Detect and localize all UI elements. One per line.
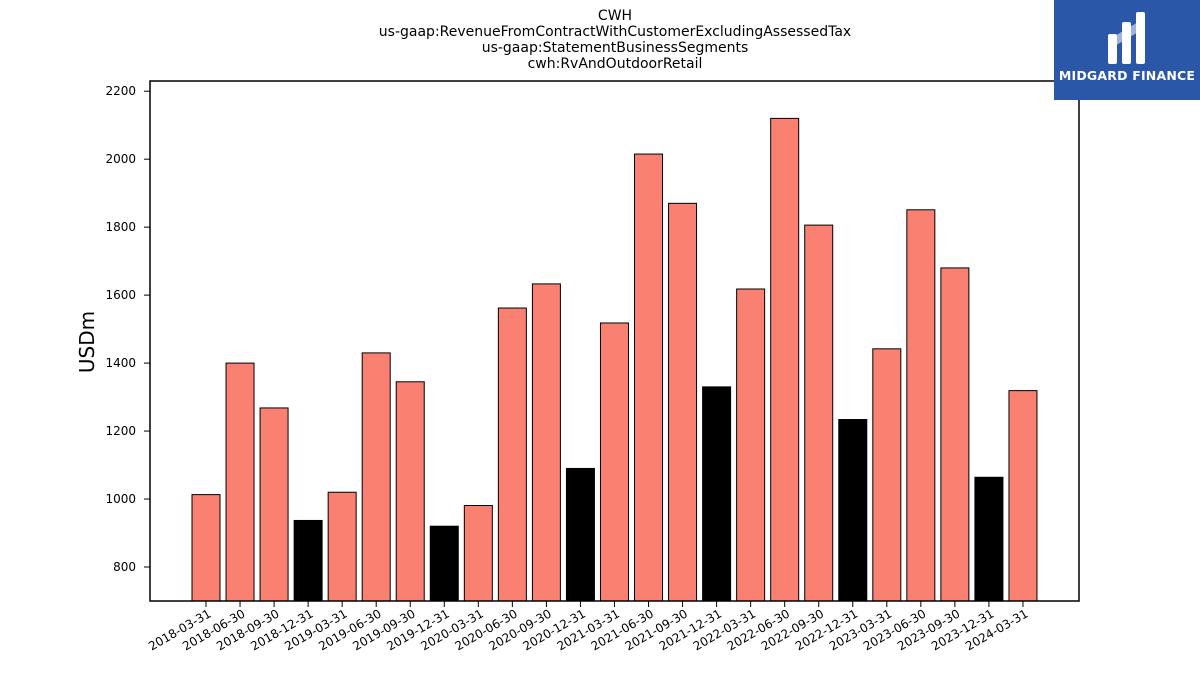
bars-group — [191, 117, 1038, 602]
y-tick-label-800: 800 — [113, 560, 136, 574]
bar-2020-06-30 — [497, 307, 527, 602]
bar-2021-03-31 — [599, 322, 629, 602]
bar-2022-06-30 — [770, 117, 800, 602]
x-axis-ticks: 2018-03-312018-06-302018-09-302018-12-31… — [146, 601, 1030, 653]
bar-2019-03-31 — [327, 491, 357, 602]
bar-2019-06-30 — [361, 352, 391, 602]
bar-2020-12-31 — [565, 467, 595, 602]
bar-2024-03-31 — [1008, 390, 1038, 602]
bar-2023-09-30 — [940, 267, 970, 602]
bar-2019-12-31 — [429, 525, 459, 602]
y-tick-label-2200: 2200 — [105, 84, 136, 98]
y-tick-label-1400: 1400 — [105, 356, 136, 370]
chart-title-line-1: CWH — [598, 8, 632, 24]
bar-2018-09-30 — [259, 407, 289, 602]
logo: MIDGARD FINANCE — [1054, 0, 1200, 100]
logo-text: MIDGARD FINANCE — [1058, 68, 1196, 83]
y-tick-label-1600: 1600 — [105, 288, 136, 302]
bar-2021-06-30 — [634, 153, 664, 602]
bar-2022-12-31 — [838, 419, 868, 602]
chart-title-line-2: us-gaap:RevenueFromContractWithCustomerE… — [379, 24, 851, 40]
bar-2023-12-31 — [974, 476, 1004, 602]
y-tick-label-1800: 1800 — [105, 220, 136, 234]
bar-2018-06-30 — [225, 362, 255, 602]
y-axis-label: USDm — [75, 311, 99, 373]
bar-2018-12-31 — [293, 519, 323, 602]
bar-2018-03-31 — [191, 494, 221, 602]
logo-mark-icon — [1108, 12, 1145, 64]
bar-2021-12-31 — [702, 386, 732, 602]
bar-2019-09-30 — [395, 381, 425, 602]
chart-title-line-4: cwh:RvAndOutdoorRetail — [528, 56, 703, 72]
bar-2021-09-30 — [668, 202, 698, 602]
chart-title: CWH us-gaap:RevenueFromContractWithCusto… — [379, 8, 851, 72]
bar-2022-09-30 — [804, 224, 834, 602]
bar-2023-03-31 — [872, 348, 902, 602]
y-axis-ticks: 800 1000 1200 1400 1600 1800 2000 2200 — [105, 84, 150, 574]
y-tick-label-1000: 1000 — [105, 492, 136, 506]
y-tick-label-1200: 1200 — [105, 424, 136, 438]
bar-2023-06-30 — [906, 209, 936, 602]
bar-2020-09-30 — [531, 283, 561, 602]
plot-frame — [149, 80, 1080, 602]
bar-2020-03-31 — [463, 505, 493, 602]
chart-title-line-3: us-gaap:StatementBusinessSegments — [482, 40, 749, 56]
y-tick-label-2000: 2000 — [105, 152, 136, 166]
bar-2022-03-31 — [736, 288, 766, 602]
